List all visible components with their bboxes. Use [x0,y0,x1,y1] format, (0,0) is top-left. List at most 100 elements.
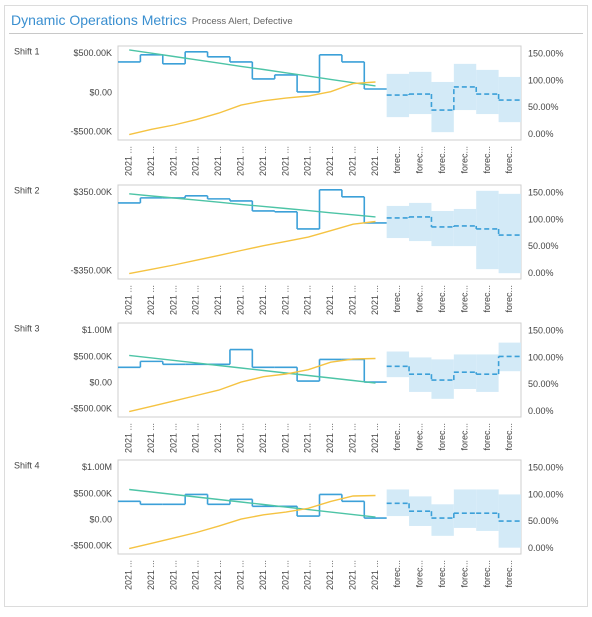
y2-tick-label: 50.00% [528,516,559,526]
x-tick-label: forec... [504,146,514,174]
x-tick-label: forec... [437,423,447,451]
x-tick-label: 2021 ... [347,146,357,176]
y-tick-label: -$500.00K [70,404,112,414]
x-tick-label: 2021 ... [168,560,178,590]
y2-tick-label: 50.00% [528,102,559,112]
y-tick-label: $0.00 [89,87,112,97]
x-tick-label: 2021 ... [236,423,246,453]
y2-tick-label: 0.00% [528,406,554,416]
x-tick-label: 2021 ... [124,423,134,453]
x-tick-label: 2021 ... [370,423,380,453]
x-tick-label: forec... [459,146,469,174]
x-tick-label: 2021 ... [146,560,156,590]
trend-line [129,354,376,384]
x-tick-label: forec... [504,560,514,588]
x-tick-label: forec... [482,285,492,313]
y-tick-label: $0.00 [89,514,112,524]
x-tick-label: 2021 ... [280,423,290,453]
x-tick-label: 2021 ... [191,146,201,176]
x-tick-label: forec... [437,560,447,588]
x-tick-label: 2021 ... [347,285,357,315]
x-tick-label: 2021 ... [303,560,313,590]
panel-title: Shift 3 [14,323,40,333]
x-tick-label: forec... [459,285,469,313]
y2-tick-label: 150.00% [528,325,564,335]
y-tick-label: $0.00 [89,377,112,387]
y2-tick-label: 0.00% [528,543,554,553]
x-tick-label: 2021 ... [258,146,268,176]
x-tick-label: 2021 ... [191,560,201,590]
y-tick-label: $1.00M [82,325,112,335]
forecast-band [431,81,454,133]
forecast-band [476,354,499,392]
x-tick-label: 2021 ... [124,285,134,315]
x-tick-label: forec... [482,146,492,174]
forecast-band [476,69,499,115]
y2-tick-label: 100.00% [528,75,564,85]
x-tick-label: forec... [459,560,469,588]
x-tick-label: 2021 ... [303,146,313,176]
forecast-band [409,202,432,242]
panel-title: Shift 2 [14,185,40,195]
x-tick-label: 2021 ... [280,285,290,315]
trend-line [129,193,376,218]
x-tick-label: 2021 ... [280,560,290,590]
x-tick-label: forec... [437,146,447,174]
x-tick-label: 2021 ... [325,146,335,176]
x-tick-label: 2021 ... [370,285,380,315]
y2-tick-label: 100.00% [528,352,564,362]
cumulative-line [129,357,376,413]
y-tick-label: $350.00K [73,187,112,197]
subtitle: Process Alert, Defective [192,16,293,27]
x-tick-label: forec... [437,285,447,313]
y-tick-label: $500.00K [73,488,112,498]
forecast-band [409,71,432,115]
x-tick-label: 2021 ... [303,285,313,315]
x-tick-label: forec... [482,423,492,451]
cumulative-line [129,494,376,550]
x-tick-label: forec... [392,285,402,313]
x-tick-label: 2021 ... [236,146,246,176]
x-tick-label: 2021 ... [146,285,156,315]
y2-tick-label: 150.00% [528,462,564,472]
y-tick-label: -$500.00K [70,127,112,137]
y2-tick-label: 50.00% [528,241,559,251]
x-tick-label: 2021 ... [258,423,268,453]
y2-tick-label: 100.00% [528,489,564,499]
y-tick-label: -$500.00K [70,541,112,551]
x-tick-label: 2021 ... [213,285,223,315]
forecast-band [453,489,477,528]
x-tick-label: 2021 ... [124,560,134,590]
cumulative-line [129,220,376,275]
x-tick-label: forec... [392,423,402,451]
x-tick-label: forec... [415,285,425,313]
x-tick-label: 2021 ... [168,146,178,176]
x-tick-label: 2021 ... [325,285,335,315]
y-tick-label: -$350.00K [70,266,112,276]
y2-tick-label: 100.00% [528,214,564,224]
y2-tick-label: 50.00% [528,379,559,389]
panel-title: Shift 1 [14,46,40,56]
x-tick-label: 2021 ... [213,423,223,453]
trend-line [129,49,376,87]
forecast-band [453,208,477,247]
x-tick-label: 2021 ... [124,146,134,176]
x-tick-label: 2021 ... [370,560,380,590]
header: Dynamic Operations Metrics Process Alert,… [11,12,293,28]
x-tick-label: forec... [504,423,514,451]
x-tick-label: 2021 ... [370,146,380,176]
forecast-band [386,351,410,378]
x-tick-label: 2021 ... [258,560,268,590]
forecast-band [386,205,410,239]
forecast-band [431,359,454,399]
x-tick-label: forec... [392,146,402,174]
x-tick-label: 2021 ... [191,423,201,453]
x-tick-label: 2021 ... [146,423,156,453]
x-tick-label: forec... [415,423,425,451]
x-tick-label: 2021 ... [280,146,290,176]
x-tick-label: 2021 ... [168,285,178,315]
x-tick-label: forec... [392,560,402,588]
x-tick-label: forec... [459,423,469,451]
panel-title: Shift 4 [14,460,40,470]
